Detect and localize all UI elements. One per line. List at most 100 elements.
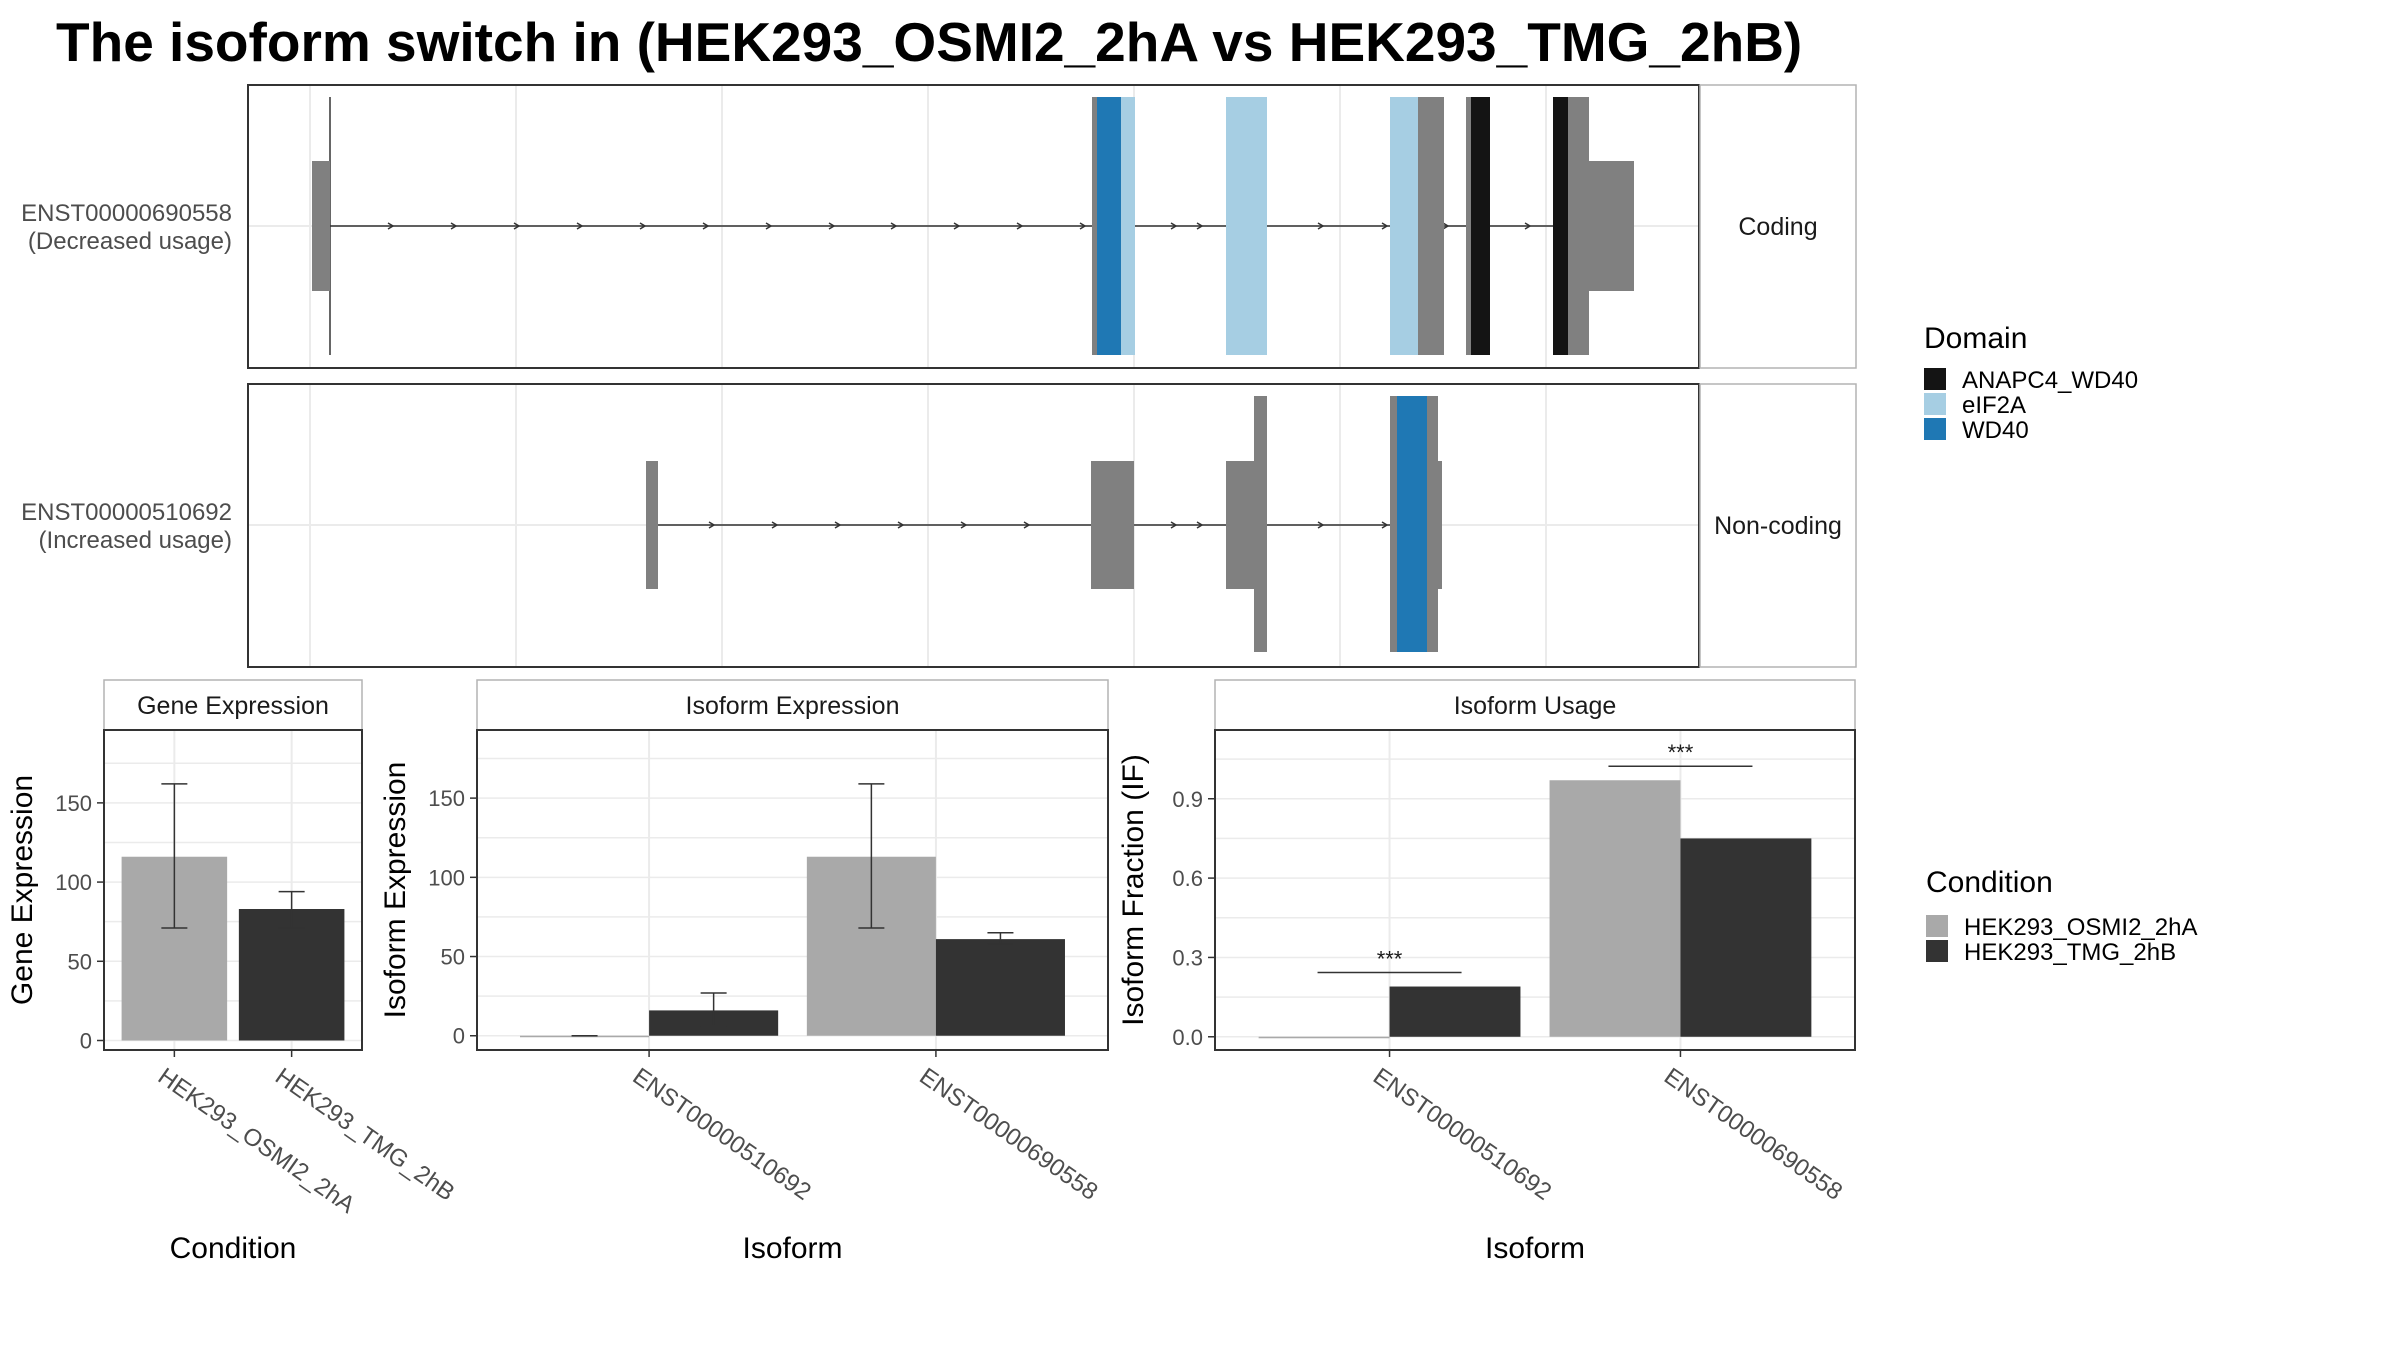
intron-arrow xyxy=(828,222,836,230)
bar-condition-b xyxy=(238,909,345,1041)
track-2-intron-arrows xyxy=(708,521,1389,529)
chart-panel-border xyxy=(476,729,1109,1051)
significance-label: *** xyxy=(1377,947,1403,972)
track-1-exon xyxy=(312,161,330,291)
track-2-wd40-domain xyxy=(1397,396,1427,652)
chart-title: Isoform Expression xyxy=(686,692,900,720)
y-tick-label: 0.3 xyxy=(1172,945,1203,970)
intron-arrow xyxy=(639,222,647,230)
domain-legend-title: Domain xyxy=(1924,322,2027,355)
intron-arrow xyxy=(1170,521,1178,529)
bar-condition-a xyxy=(1258,1036,1390,1039)
track-1-intron-arrows xyxy=(387,222,1532,230)
intron-arrow xyxy=(387,222,395,230)
intron-arrow xyxy=(1023,521,1031,529)
chart-2: Isoform Expression 0 50 100 150 ENST000005106… xyxy=(379,679,1109,1265)
bar-condition-b xyxy=(1680,838,1812,1037)
x-tick-label: ENST00000510692 xyxy=(1368,1063,1556,1206)
chart-title-strip xyxy=(103,679,363,731)
track-2-coding-label: Non-coding xyxy=(1714,512,1842,540)
track-2-exon xyxy=(646,461,658,589)
condition-legend: Condition HEK293_OSMI2_2hA HEK293_TMG_2h… xyxy=(1926,866,2197,966)
intron-arrow xyxy=(576,222,584,230)
y-tick-label: 100 xyxy=(55,870,92,895)
intron-arrow xyxy=(890,222,898,230)
figure-title: The isoform switch in (HEK293_OSMI2_2hA … xyxy=(56,11,1803,73)
y-tick-label: 100 xyxy=(428,865,465,890)
track-1-exon xyxy=(1589,161,1634,291)
bar-condition-b xyxy=(1389,986,1521,1037)
track-1-structure xyxy=(312,97,1634,355)
intron-arrow xyxy=(1317,222,1325,230)
track-2-usage: (Increased usage) xyxy=(39,527,232,554)
domain-legend: Domain ANAPC4_WD40 eIF2A WD40 xyxy=(1924,322,2138,444)
intron-arrow xyxy=(702,222,710,230)
track-1-eif2a-domain xyxy=(1390,97,1418,355)
y-tick-label: 0.0 xyxy=(1172,1025,1203,1050)
condition-legend-title: Condition xyxy=(1926,866,2053,899)
intron-arrow xyxy=(1381,222,1389,230)
legend-label-condition-a: HEK293_OSMI2_2hA xyxy=(1964,914,2197,941)
track-1-usage: (Decreased usage) xyxy=(28,228,232,255)
x-tick-label: ENST00000510692 xyxy=(628,1063,816,1206)
intron-arrow xyxy=(708,521,716,529)
intron-arrow xyxy=(771,521,779,529)
significance-label: *** xyxy=(1668,740,1694,765)
legend-label-wd40: WD40 xyxy=(1962,417,2029,444)
chart-title-strip xyxy=(476,679,1109,731)
intron-arrow xyxy=(765,222,773,230)
x-axis-title: Isoform xyxy=(742,1232,842,1265)
y-axis-title: Gene Expression xyxy=(6,775,39,1005)
y-tick-label: 0 xyxy=(453,1024,465,1049)
intron-arrow xyxy=(1016,222,1024,230)
intron-arrow xyxy=(450,222,458,230)
intron-arrow xyxy=(1196,521,1204,529)
chart-3: Isoform Usage 0.0 0.3 0.6 0.9 *** *** ENST00000… xyxy=(1117,679,1856,1265)
intron-arrow xyxy=(1079,222,1087,230)
intron-arrow xyxy=(960,521,968,529)
intron-arrow xyxy=(1317,521,1325,529)
y-axis-title: Isoform Expression xyxy=(379,762,412,1019)
track-2-exon xyxy=(1091,461,1134,589)
isoform-structure-panel: Coding ENST00000690558 (Decreased usage)… xyxy=(21,84,1857,668)
chart-title: Gene Expression xyxy=(137,692,329,720)
y-tick-label: 0.6 xyxy=(1172,866,1203,891)
track-2-id: ENST00000510692 xyxy=(21,499,232,526)
legend-swatch-condition-b xyxy=(1926,940,1948,962)
chart-panel-border xyxy=(1214,729,1856,1051)
y-tick-label: 150 xyxy=(55,791,92,816)
bar-condition-a xyxy=(1549,780,1681,1037)
intron-arrow xyxy=(897,521,905,529)
chart-title: Isoform Usage xyxy=(1454,692,1617,720)
intron-arrow xyxy=(1381,521,1389,529)
y-tick-label: 150 xyxy=(428,786,465,811)
track-2-strip xyxy=(1699,383,1857,668)
intron-arrow xyxy=(1524,222,1532,230)
legend-label-anapc4: ANAPC4_WD40 xyxy=(1962,367,2138,394)
track-1-eif2a-domain xyxy=(1226,97,1267,355)
intron-arrow xyxy=(513,222,521,230)
y-tick-label: 0.9 xyxy=(1172,787,1203,812)
y-tick-label: 50 xyxy=(68,949,92,974)
legend-label-condition-b: HEK293_TMG_2hB xyxy=(1964,939,2176,966)
track-2-exon xyxy=(1438,461,1442,589)
intron-arrow xyxy=(834,521,842,529)
track-1-eif2a-domain xyxy=(1121,97,1135,355)
x-tick-label: ENST00000690558 xyxy=(1659,1063,1847,1206)
x-axis-title: Isoform xyxy=(1485,1232,1585,1265)
track-1-anapc4-domain xyxy=(1553,97,1568,355)
track-1-coding-label: Coding xyxy=(1738,213,1817,241)
legend-swatch-anapc4 xyxy=(1924,368,1946,390)
legend-label-eif2a: eIF2A xyxy=(1962,392,2026,419)
track-2-structure xyxy=(646,396,1442,652)
y-tick-label: 0 xyxy=(80,1028,92,1053)
x-axis-title: Condition xyxy=(170,1232,297,1265)
track-2-exon xyxy=(1254,396,1267,652)
track-1-wd40-domain xyxy=(1097,97,1121,355)
intron-arrow xyxy=(953,222,961,230)
track-1-anapc4-domain xyxy=(1471,97,1490,355)
legend-swatch-condition-a xyxy=(1926,915,1948,937)
track-1-strip xyxy=(1699,84,1857,369)
